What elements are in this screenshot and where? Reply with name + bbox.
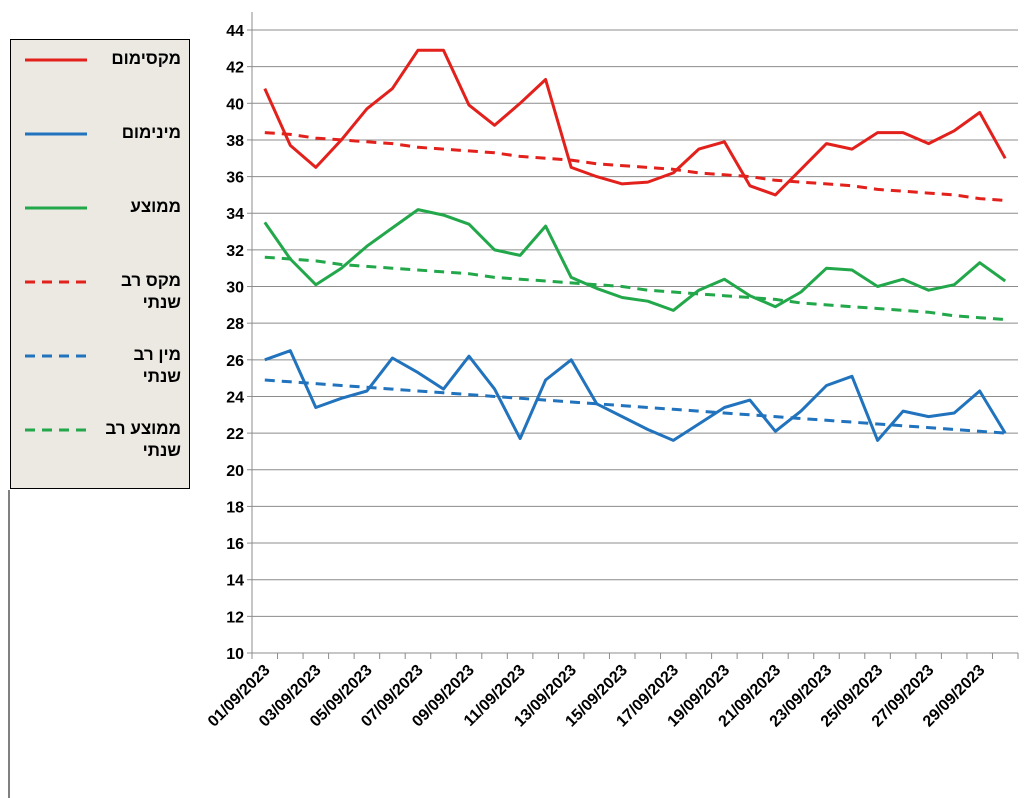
y-tick-label: 40 [226,96,244,113]
legend-entry: מקסימום [11,48,189,122]
legend-entry: ממוצע רב שנתי [11,418,189,492]
legend-swatch [25,58,87,62]
y-tick-label: 14 [226,573,244,590]
y-tick-label: 44 [226,23,244,40]
legend-swatch [25,354,87,358]
y-tick-label: 16 [226,536,244,553]
legend-swatch [25,428,87,432]
series-line [264,349,1007,442]
y-tick-label: 34 [226,206,244,223]
y-tick-label: 24 [226,389,244,406]
y-tick-label: 32 [226,243,244,260]
series-line [263,48,1007,197]
legend-entry: מקס רב שנתי [11,270,189,344]
legend-label: ממוצע רב שנתי [105,419,181,460]
legend-entry: מינימום [11,122,189,196]
legend-swatch [25,206,87,210]
series-line [264,255,1006,321]
y-tick-label: 18 [226,499,244,516]
series-line [263,208,1007,312]
y-tick-label: 38 [226,133,244,150]
y-tick-label: 26 [226,353,244,370]
legend-label: מינימום [121,123,181,142]
y-tick-label: 10 [226,646,244,663]
legend-entry: ממוצע [11,196,189,270]
y-tick-label: 36 [226,170,244,187]
legend-label: מקס רב שנתי [120,271,181,312]
legend-swatch [25,280,87,284]
y-tick-label: 12 [226,609,244,626]
series-line [264,131,1006,202]
legend-label: ממוצע [130,197,181,216]
y-tick-label: 22 [226,426,244,443]
y-tick-label: 30 [226,280,244,297]
series-line [264,378,1006,435]
legend-entry: מין רב שנתי [11,344,189,418]
legend: מקסימום מינימום ממוצע מקס רב שנתי מין רב שנת… [10,39,190,489]
legend-label: מין רב שנתי [133,345,182,386]
y-tick-label: 20 [226,463,244,480]
legend-swatch [25,132,87,136]
y-tick-label: 28 [226,316,244,333]
legend-label: מקסימום [111,49,181,68]
y-tick-label: 42 [226,60,244,77]
